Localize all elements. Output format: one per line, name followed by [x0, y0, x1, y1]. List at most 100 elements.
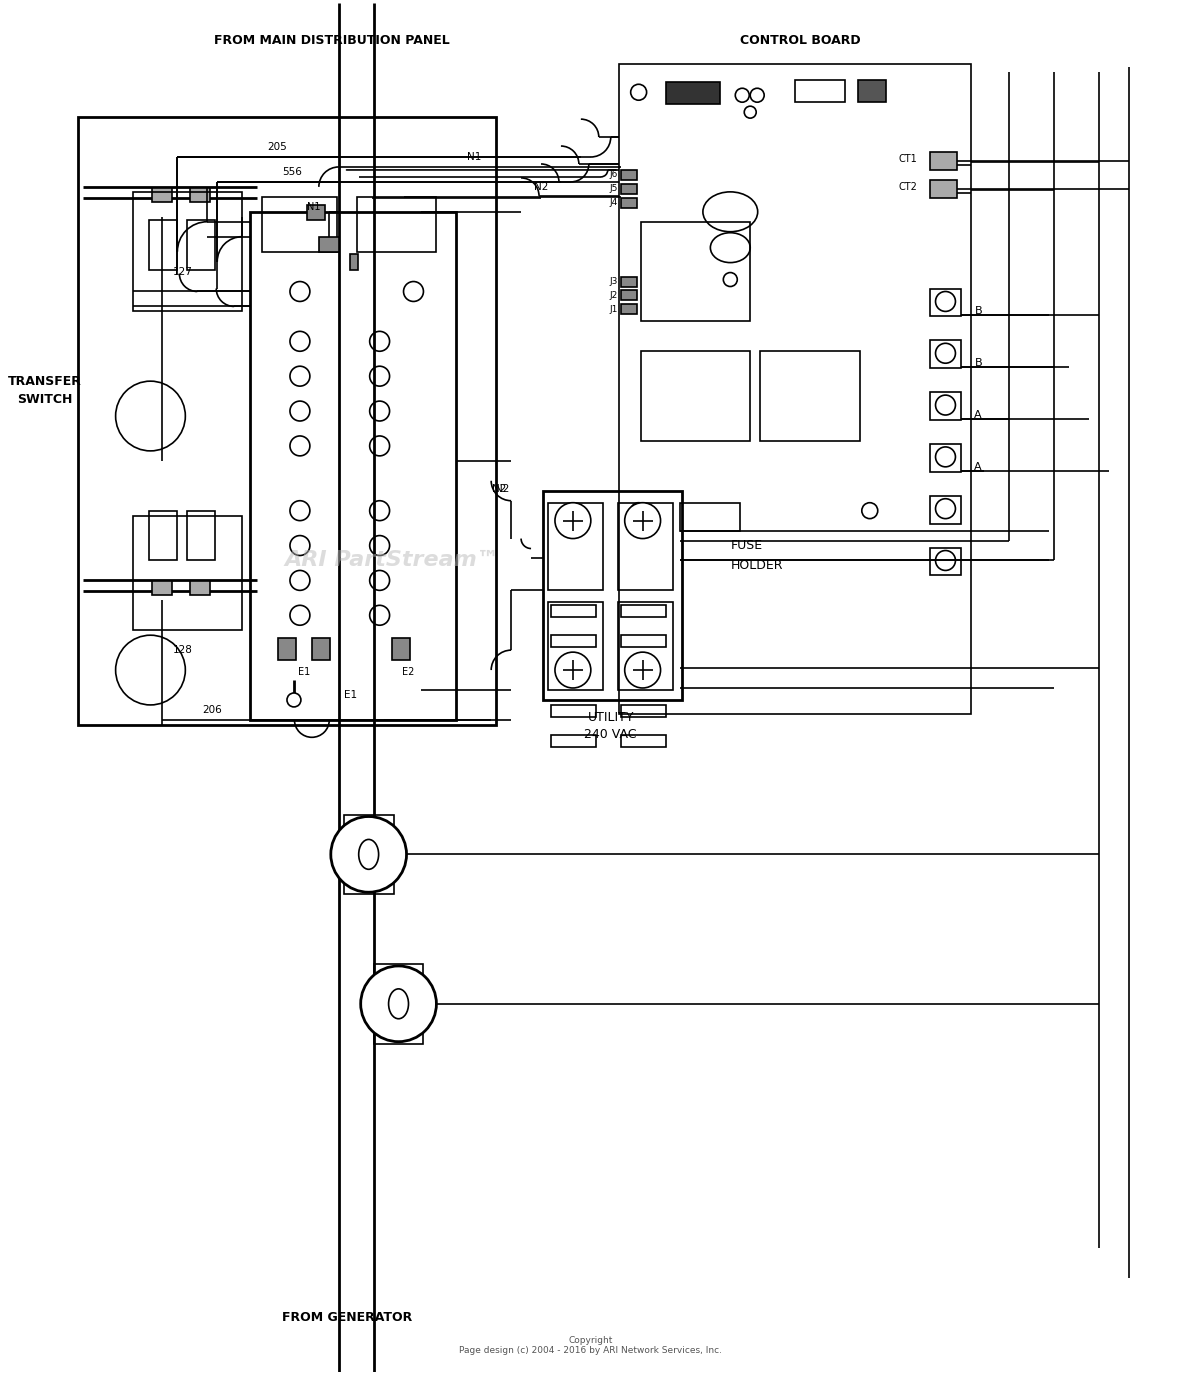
Text: 127: 127: [172, 267, 192, 276]
Bar: [666, 82, 720, 104]
Bar: [858, 80, 886, 102]
Circle shape: [369, 366, 389, 386]
Bar: [548, 503, 603, 590]
Ellipse shape: [359, 839, 379, 869]
Text: E2: E2: [401, 667, 414, 676]
Circle shape: [624, 652, 661, 688]
Bar: [621, 290, 637, 301]
Text: ARI PartStream™: ARI PartStream™: [284, 550, 499, 571]
Bar: [930, 444, 962, 472]
Circle shape: [369, 402, 389, 421]
Circle shape: [624, 503, 661, 539]
Circle shape: [861, 503, 878, 518]
Bar: [621, 635, 666, 648]
Text: TRANSFER: TRANSFER: [8, 374, 81, 388]
Circle shape: [290, 282, 310, 301]
Text: Copyright
Page design (c) 2004 - 2016 by ARI Network Services, Inc.: Copyright Page design (c) 2004 - 2016 by…: [459, 1336, 722, 1356]
Text: B: B: [975, 307, 982, 316]
Text: CONTROL BOARD: CONTROL BOARD: [740, 34, 860, 47]
Circle shape: [330, 817, 407, 892]
Text: J4: J4: [610, 198, 617, 208]
Bar: [760, 351, 860, 441]
Circle shape: [369, 536, 389, 556]
Bar: [930, 180, 957, 198]
Circle shape: [936, 499, 956, 518]
Bar: [543, 491, 682, 700]
Circle shape: [290, 436, 310, 456]
Text: E1: E1: [343, 690, 356, 700]
Circle shape: [290, 605, 310, 626]
Text: N1: N1: [307, 202, 321, 212]
Circle shape: [735, 88, 749, 102]
Bar: [621, 734, 666, 747]
Text: CT1: CT1: [899, 154, 918, 164]
Bar: [356, 197, 437, 252]
Bar: [150, 510, 177, 561]
Circle shape: [630, 503, 647, 518]
Text: 240 VAC: 240 VAC: [584, 729, 637, 741]
Circle shape: [936, 344, 956, 363]
Bar: [551, 635, 596, 648]
Bar: [930, 392, 962, 419]
Circle shape: [369, 500, 389, 521]
Bar: [392, 638, 409, 660]
Bar: [190, 582, 210, 595]
Bar: [621, 170, 637, 180]
Circle shape: [290, 571, 310, 590]
Bar: [250, 212, 457, 720]
Bar: [150, 220, 177, 270]
Circle shape: [369, 331, 389, 351]
Text: J3: J3: [609, 276, 617, 286]
Text: CT2: CT2: [899, 182, 918, 192]
Bar: [621, 184, 637, 194]
Circle shape: [630, 84, 647, 100]
Bar: [641, 221, 750, 322]
Bar: [262, 197, 336, 252]
Bar: [551, 605, 596, 617]
Circle shape: [361, 967, 437, 1042]
Text: 205: 205: [267, 142, 287, 153]
Circle shape: [745, 106, 756, 118]
Ellipse shape: [710, 232, 750, 263]
Ellipse shape: [703, 193, 758, 232]
Circle shape: [287, 693, 301, 707]
Text: E1: E1: [297, 667, 310, 676]
Bar: [278, 638, 296, 660]
Circle shape: [936, 395, 956, 415]
Bar: [551, 705, 596, 716]
Bar: [618, 65, 971, 714]
Text: FROM GENERATOR: FROM GENERATOR: [282, 1312, 412, 1324]
Text: J6: J6: [609, 170, 617, 179]
Bar: [349, 253, 358, 270]
Text: N2: N2: [492, 484, 506, 494]
Circle shape: [290, 536, 310, 556]
Text: 556: 556: [282, 166, 302, 177]
Circle shape: [555, 503, 591, 539]
Bar: [548, 602, 603, 690]
Text: J1: J1: [609, 305, 617, 314]
Text: A: A: [975, 462, 982, 472]
Circle shape: [369, 436, 389, 456]
Bar: [188, 220, 215, 270]
Text: A: A: [975, 410, 982, 419]
Circle shape: [290, 500, 310, 521]
Text: HOLDER: HOLDER: [730, 560, 782, 572]
Bar: [930, 496, 962, 524]
Bar: [319, 236, 339, 252]
Bar: [621, 304, 637, 315]
Text: 206: 206: [202, 705, 222, 715]
Bar: [617, 602, 673, 690]
Text: FROM MAIN DISTRIBUTION PANEL: FROM MAIN DISTRIBUTION PANEL: [214, 34, 450, 47]
Text: N1: N1: [467, 153, 481, 162]
Text: J2: J2: [610, 292, 617, 300]
Bar: [621, 605, 666, 617]
Bar: [930, 340, 962, 368]
Bar: [312, 638, 329, 660]
Bar: [152, 188, 172, 202]
Circle shape: [936, 292, 956, 311]
Circle shape: [290, 366, 310, 386]
Bar: [681, 503, 740, 531]
Circle shape: [750, 88, 765, 102]
Text: SWITCH: SWITCH: [18, 393, 72, 406]
Bar: [795, 80, 845, 102]
